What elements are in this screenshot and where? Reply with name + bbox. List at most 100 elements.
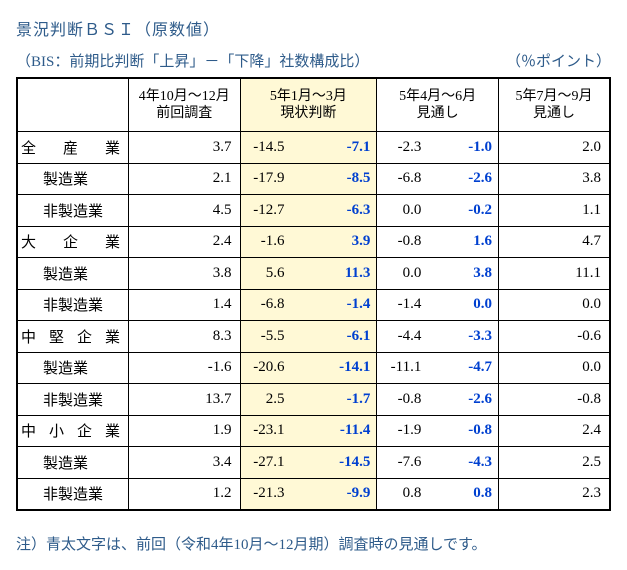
data-cell: -4.4 -3.3 bbox=[377, 321, 499, 353]
table-row: 中堅企業8.3-5.5-6.1-4.4 -3.3 -0.6 bbox=[17, 321, 610, 353]
cell-value-prev: 11.3 bbox=[330, 265, 370, 282]
data-cell: -1.63.9 bbox=[240, 226, 377, 258]
cell-value: -20.6 bbox=[245, 359, 285, 376]
row-label: 非製造業 bbox=[17, 195, 129, 227]
table-row: 大企業2.4-1.63.9-0.81.64.7 bbox=[17, 226, 610, 258]
cell-value-prev: 3.8 bbox=[452, 265, 492, 282]
row-label: 大企業 bbox=[17, 226, 129, 258]
row-label: 非製造業 bbox=[17, 478, 129, 510]
cell-value-prev: -9.9 bbox=[330, 485, 370, 502]
cell-value-prev: -3.3 bbox=[452, 328, 492, 345]
cell-value: -27.1 bbox=[245, 454, 285, 471]
table-row: 製造業3.85.611.30.03.811.1 bbox=[17, 258, 610, 290]
column-header-line1: 5年7月～9月 bbox=[499, 88, 609, 106]
data-cell: -0.8 bbox=[498, 384, 610, 416]
cell-value: 5.6 bbox=[245, 265, 285, 282]
cell-value-prev: -6.3 bbox=[330, 202, 370, 219]
data-cell: 1.2 bbox=[129, 478, 241, 510]
data-cell: -1.40.0 bbox=[377, 289, 499, 321]
cell-value-prev: 0.8 bbox=[452, 485, 492, 502]
cell-value: 2.5 bbox=[245, 391, 285, 408]
cell-value: -0.8 bbox=[381, 391, 421, 408]
data-cell: 3.4 bbox=[129, 447, 241, 479]
cell-value-prev: -0.8 bbox=[452, 422, 492, 439]
data-cell: -27.1 -14.5 bbox=[240, 447, 377, 479]
data-cell: -11.1 -4.7 bbox=[377, 352, 499, 384]
column-header: 5年1月～3月現状判断 bbox=[240, 78, 377, 132]
data-cell: 13.7 bbox=[129, 384, 241, 416]
row-label: 中堅企業 bbox=[17, 321, 129, 353]
cell-value-prev: 0.0 bbox=[452, 296, 492, 313]
row-label: 全産業 bbox=[17, 132, 129, 164]
cell-value-prev: -7.1 bbox=[330, 139, 370, 156]
subtitle-row: （BIS：前期比判断「上昇」－「下降」社数構成比） （％ポイント） bbox=[16, 50, 611, 71]
column-header-line2: 前回調査 bbox=[129, 105, 240, 123]
data-cell: 3.7 bbox=[129, 132, 241, 164]
data-cell: -12.7-6.3 bbox=[240, 195, 377, 227]
row-label: 中小企業 bbox=[17, 415, 129, 447]
data-cell: 11.1 bbox=[498, 258, 610, 290]
data-cell: 0.8 0.8 bbox=[377, 478, 499, 510]
column-header-line1: 4年10月～12月 bbox=[129, 88, 240, 106]
data-cell: 1.4 bbox=[129, 289, 241, 321]
cell-value-prev: 1.6 bbox=[452, 233, 492, 250]
cell-value: -1.9 bbox=[381, 422, 421, 439]
cell-value: -7.6 bbox=[381, 454, 421, 471]
row-label: 製造業 bbox=[17, 352, 129, 384]
data-cell: 4.7 bbox=[498, 226, 610, 258]
cell-value: -1.6 bbox=[245, 233, 285, 250]
data-cell: -0.8-2.6 bbox=[377, 384, 499, 416]
data-cell: 1.1 bbox=[498, 195, 610, 227]
cell-value-prev: -1.0 bbox=[452, 139, 492, 156]
data-cell: 3.8 bbox=[498, 163, 610, 195]
data-cell: -6.8-1.4 bbox=[240, 289, 377, 321]
column-header-line2: 見通し bbox=[377, 105, 498, 123]
data-cell: -2.3 -1.0 bbox=[377, 132, 499, 164]
bsi-table: 4年10月～12月前回調査5年1月～3月現状判断5年4月～6月見通し5年7月～9… bbox=[16, 77, 611, 511]
cell-value-prev: -2.6 bbox=[452, 170, 492, 187]
column-header: 4年10月～12月前回調査 bbox=[129, 78, 241, 132]
column-header-line2: 見通し bbox=[499, 105, 609, 123]
data-cell: 2.0 bbox=[498, 132, 610, 164]
column-header: 5年7月～9月見通し bbox=[498, 78, 610, 132]
cell-value: -5.5 bbox=[245, 328, 285, 345]
data-cell: -23.1-11.4 bbox=[240, 415, 377, 447]
data-cell: -1.6 bbox=[129, 352, 241, 384]
cell-value: 0.0 bbox=[381, 202, 421, 219]
cell-value-prev: -8.5 bbox=[330, 170, 370, 187]
data-cell: -0.6 bbox=[498, 321, 610, 353]
row-label: 製造業 bbox=[17, 163, 129, 195]
cell-value-prev: -11.4 bbox=[330, 422, 370, 439]
row-label: 非製造業 bbox=[17, 289, 129, 321]
cell-value: -11.1 bbox=[381, 359, 421, 376]
page-title: 景況判断ＢＳＩ（原数値） bbox=[16, 16, 611, 40]
data-cell: 2.4 bbox=[129, 226, 241, 258]
table-row: 非製造業13.72.5-1.7-0.8-2.6-0.8 bbox=[17, 384, 610, 416]
data-cell: 2.5 bbox=[498, 447, 610, 479]
data-cell: -5.5-6.1 bbox=[240, 321, 377, 353]
cell-value: -6.8 bbox=[381, 170, 421, 187]
data-cell: 8.3 bbox=[129, 321, 241, 353]
cell-value-prev: -14.1 bbox=[330, 359, 370, 376]
cell-value: 0.0 bbox=[381, 265, 421, 282]
data-cell: 0.0 bbox=[498, 289, 610, 321]
cell-value: -4.4 bbox=[381, 328, 421, 345]
data-cell: -17.9-8.5 bbox=[240, 163, 377, 195]
data-cell: 2.3 bbox=[498, 478, 610, 510]
table-row: 製造業3.4-27.1-14.5-7.6-4.32.5 bbox=[17, 447, 610, 479]
data-cell: 5.6 11.3 bbox=[240, 258, 377, 290]
cell-value-prev: -4.7 bbox=[452, 359, 492, 376]
data-cell: 2.4 bbox=[498, 415, 610, 447]
data-cell: 2.5-1.7 bbox=[240, 384, 377, 416]
data-cell: -6.8 -2.6 bbox=[377, 163, 499, 195]
cell-value: -2.3 bbox=[381, 139, 421, 156]
cell-value: 0.8 bbox=[381, 485, 421, 502]
subtitle-right: （％ポイント） bbox=[506, 50, 611, 71]
data-cell: 0.0-0.2 bbox=[377, 195, 499, 227]
table-row: 非製造業1.4-6.8-1.4-1.40.00.0 bbox=[17, 289, 610, 321]
data-cell: 0.0 3.8 bbox=[377, 258, 499, 290]
cell-value: -6.8 bbox=[245, 296, 285, 313]
data-cell: -0.81.6 bbox=[377, 226, 499, 258]
cell-value-prev: -14.5 bbox=[330, 454, 370, 471]
column-header: 5年4月～6月見通し bbox=[377, 78, 499, 132]
